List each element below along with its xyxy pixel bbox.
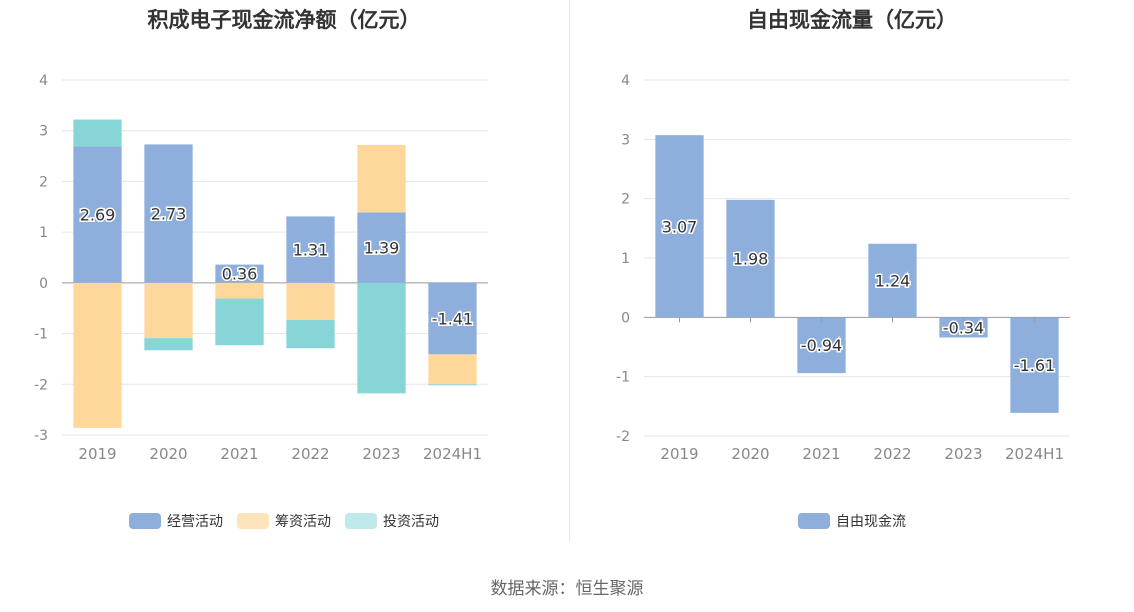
bar-筹资活动-2023 bbox=[357, 144, 406, 213]
legend-item-经营活动[interactable]: 经营活动 bbox=[129, 511, 223, 531]
bar-经营活动-2024H1 bbox=[428, 282, 477, 355]
y-tick-label: 4 bbox=[621, 73, 630, 89]
bar-筹资活动-2021 bbox=[215, 282, 264, 299]
legend-label: 投资活动 bbox=[383, 514, 439, 530]
x-tick-label: 2024H1 bbox=[1005, 445, 1064, 463]
y-tick-label: 2 bbox=[621, 192, 630, 208]
left-legend: 经营活动 筹资活动 投资活动 bbox=[0, 511, 568, 531]
y-tick-label: 0 bbox=[621, 310, 630, 326]
bar-自由现金流-2022 bbox=[868, 243, 917, 318]
x-tick-label: 2023 bbox=[944, 445, 982, 463]
legend-swatch bbox=[345, 513, 377, 529]
bar-自由现金流-2023 bbox=[939, 317, 988, 338]
bar-经营活动-2019 bbox=[73, 146, 122, 283]
bar-自由现金流-2024H1 bbox=[1010, 317, 1059, 413]
data-label: 2.73 bbox=[151, 205, 187, 224]
x-tick-label: 2020 bbox=[149, 445, 187, 463]
panel-divider bbox=[569, 0, 570, 542]
data-label: -1.61 bbox=[1014, 356, 1055, 375]
y-tick-label: 1 bbox=[39, 225, 48, 241]
data-label: -0.34 bbox=[943, 318, 984, 337]
y-tick-label: 3 bbox=[39, 124, 48, 140]
legend-label: 筹资活动 bbox=[275, 514, 331, 530]
bar-筹资活动-2022 bbox=[286, 282, 335, 320]
bar-经营活动-2021 bbox=[215, 264, 264, 283]
bar-投资活动-2020 bbox=[144, 338, 193, 351]
bar-筹资活动-2019 bbox=[73, 282, 122, 428]
right-chart-panel: 自由现金流量（亿元） 4 3 2 1 0 -1 -2 3.07 1.98 -0.94 1.24 -0.… bbox=[570, 0, 1134, 560]
left-chart-panel: 积成电子现金流净额（亿元） 4 3 2 1 0 -1 -2 -3 2.69 2.73 0.36 1.3… bbox=[0, 0, 568, 560]
data-label: 1.98 bbox=[733, 250, 769, 269]
bar-经营活动-2020 bbox=[144, 144, 193, 283]
data-label: 2.69 bbox=[80, 206, 116, 225]
x-tick-label: 2022 bbox=[873, 445, 911, 463]
y-tick-label: 0 bbox=[39, 276, 48, 292]
x-tick-label: 2019 bbox=[660, 445, 698, 463]
right-chart-title: 自由现金流量（亿元） bbox=[747, 8, 957, 32]
legend-swatch bbox=[798, 513, 830, 529]
x-tick-label: 2022 bbox=[291, 445, 329, 463]
y-tick-label: 3 bbox=[621, 132, 630, 148]
bar-投资活动-2021 bbox=[215, 298, 264, 346]
legend-item-自由现金流[interactable]: 自由现金流 bbox=[798, 511, 906, 531]
x-tick-label: 2019 bbox=[78, 445, 116, 463]
y-tick-label: -3 bbox=[34, 428, 48, 444]
legend-swatch bbox=[129, 513, 161, 529]
data-label: -0.94 bbox=[801, 336, 842, 355]
data-label: 0.36 bbox=[222, 265, 258, 284]
y-tick-label: 1 bbox=[621, 251, 630, 267]
x-tick-label: 2021 bbox=[802, 445, 840, 463]
bar-经营活动-2022 bbox=[286, 216, 335, 283]
bar-经营活动-2023 bbox=[357, 212, 406, 283]
y-tick-label: 4 bbox=[39, 73, 48, 89]
y-tick-label: -1 bbox=[616, 370, 630, 386]
x-tick-label: 2021 bbox=[220, 445, 258, 463]
legend-item-筹资活动[interactable]: 筹资活动 bbox=[237, 511, 331, 531]
x-tick-label: 2023 bbox=[362, 445, 400, 463]
bar-投资活动-2023 bbox=[357, 282, 406, 394]
bar-自由现金流-2021 bbox=[797, 317, 846, 374]
legend-label: 经营活动 bbox=[167, 514, 223, 530]
y-tick-label: -1 bbox=[34, 327, 48, 343]
data-source-note: 数据来源：恒生聚源 bbox=[490, 579, 644, 599]
bar-投资活动-2024H1 bbox=[428, 384, 477, 386]
bar-投资活动-2019 bbox=[73, 119, 122, 147]
bar-筹资活动-2024H1 bbox=[428, 354, 477, 385]
data-label: 3.07 bbox=[662, 217, 698, 236]
data-label: -1.41 bbox=[432, 310, 473, 329]
free-cash-flow-chart: 4 3 2 1 0 -1 -2 3.07 1.98 -0.94 1.24 -0.34 -1.61 2019… bbox=[616, 73, 1070, 463]
left-chart-title: 积成电子现金流净额（亿元） bbox=[147, 8, 421, 32]
data-label: 1.31 bbox=[293, 241, 329, 260]
bar-投资活动-2022 bbox=[286, 319, 335, 349]
y-tick-label: -2 bbox=[34, 377, 48, 393]
legend-label: 自由现金流 bbox=[836, 514, 906, 530]
bar-自由现金流-2019 bbox=[655, 135, 704, 318]
data-label: 1.24 bbox=[875, 272, 911, 291]
y-tick-label: -2 bbox=[616, 429, 630, 445]
legend-swatch bbox=[237, 513, 269, 529]
y-tick-label: 2 bbox=[39, 174, 48, 190]
bar-筹资活动-2020 bbox=[144, 282, 193, 339]
bar-自由现金流-2020 bbox=[726, 199, 775, 318]
legend-item-投资活动[interactable]: 投资活动 bbox=[345, 511, 439, 531]
cash-flow-chart: 4 3 2 1 0 -1 -2 -3 2.69 2.73 0.36 1.31 1.39 -1.41 2019… bbox=[34, 73, 488, 463]
x-tick-label: 2020 bbox=[731, 445, 769, 463]
right-legend: 自由现金流 bbox=[570, 511, 1134, 531]
x-tick-label: 2024H1 bbox=[423, 445, 482, 463]
data-label: 1.39 bbox=[364, 239, 400, 258]
